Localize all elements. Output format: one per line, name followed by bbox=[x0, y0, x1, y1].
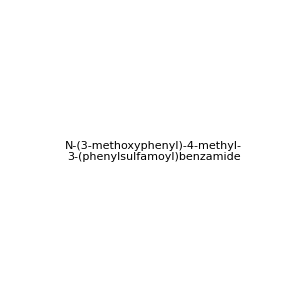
Text: N-(3-methoxyphenyl)-4-methyl-
3-(phenylsulfamoyl)benzamide: N-(3-methoxyphenyl)-4-methyl- 3-(phenyls… bbox=[65, 141, 242, 162]
